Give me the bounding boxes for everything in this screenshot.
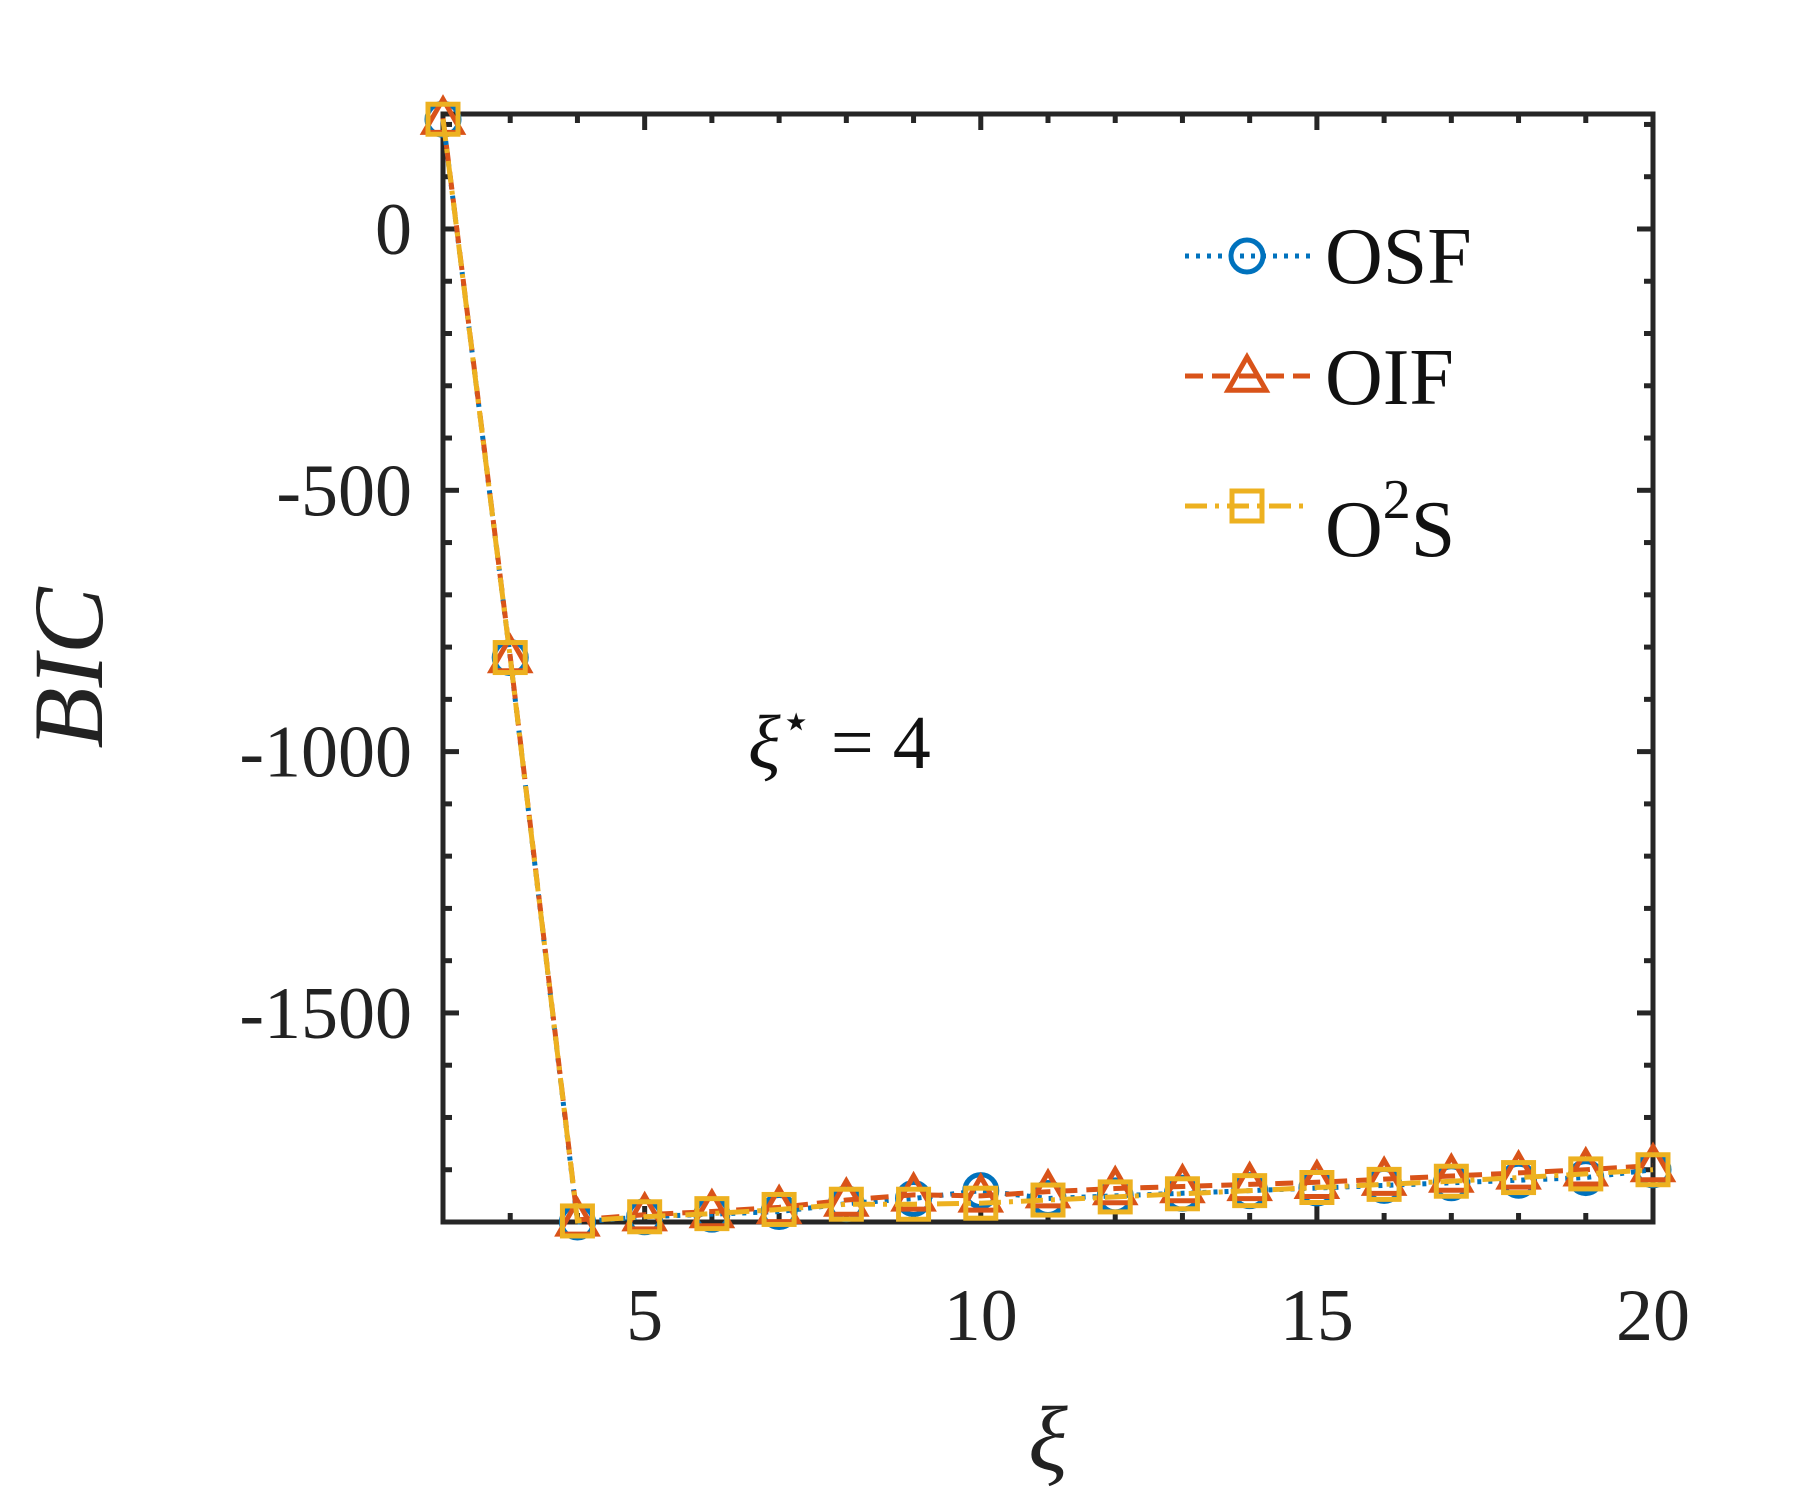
series-point-2	[425, 101, 461, 137]
series-point-2	[559, 1203, 595, 1239]
legend-marker-shape-1	[1223, 351, 1271, 393]
series-point-1	[755, 1183, 803, 1225]
series-point-2	[828, 1186, 864, 1222]
series-point-1	[1495, 1148, 1542, 1190]
legend-marker-osf	[1228, 237, 1266, 275]
series-point-2	[492, 640, 528, 676]
annotation-rest: = 4	[812, 701, 931, 785]
series-point-1	[1629, 1141, 1677, 1183]
legend-label-osf: OSF	[1325, 213, 1472, 301]
series-2	[425, 101, 1671, 1239]
series-point-2	[1635, 1152, 1671, 1188]
series-point-2	[1030, 1182, 1066, 1218]
series-point-1	[1562, 1145, 1610, 1187]
series-point-1	[890, 1170, 937, 1212]
x-tick-labels: 5 10 15 20	[626, 1275, 1690, 1357]
legend-marker-oif	[1223, 351, 1271, 393]
legend-marker-shape-2	[1229, 488, 1265, 524]
series-point-1	[621, 1190, 668, 1232]
series-point-2	[1299, 1170, 1335, 1206]
y-tick-label: -1000	[239, 712, 412, 794]
series-point-1	[1091, 1164, 1139, 1206]
y-tick-label: -1500	[239, 973, 412, 1055]
legend-entry-o2s: O2S	[1185, 469, 1455, 574]
series-point-1	[1293, 1158, 1341, 1200]
legend-marker-shape-0	[1228, 237, 1266, 275]
y-axis-title: BIC	[13, 586, 124, 748]
series-point-2	[694, 1196, 730, 1232]
x-axis-title: ξ	[1028, 1388, 1068, 1490]
series-point-1	[1226, 1160, 1273, 1202]
legend-marker-o2s	[1229, 488, 1265, 524]
series-point-2	[1568, 1156, 1604, 1192]
x-tick-label: 20	[1616, 1275, 1690, 1357]
series-point-2	[1164, 1176, 1200, 1212]
legend: OSF OIF O2S	[1185, 213, 1472, 574]
series-point-2	[1366, 1166, 1402, 1202]
x-tick-label: 10	[944, 1275, 1018, 1357]
legend-label-o2s: O2S	[1325, 469, 1455, 574]
legend-label-o2s-sup: 2	[1383, 469, 1411, 531]
series-point-1	[1428, 1151, 1475, 1193]
series-1	[419, 94, 1677, 1237]
series-point-2	[1097, 1179, 1133, 1215]
series-point-2	[627, 1199, 663, 1235]
legend-label-o2s-rest: S	[1411, 486, 1456, 574]
legend-entry-oif: OIF	[1185, 334, 1454, 422]
series-point-2	[1433, 1163, 1469, 1199]
legend-entry-osf: OSF	[1185, 213, 1472, 301]
legend-label-o2s-base: O	[1325, 486, 1383, 574]
series-point-1	[1159, 1162, 1206, 1204]
series-line-2	[440, 118, 1654, 1224]
series-point-1	[957, 1171, 1005, 1213]
series-point-2	[963, 1185, 999, 1221]
annotation-sup: ⋆	[781, 693, 812, 749]
x-tick-label: 5	[626, 1275, 663, 1357]
series-point-1	[1024, 1167, 1072, 1209]
annotation-base: ξ	[748, 701, 781, 785]
series-point-2	[1501, 1160, 1537, 1196]
x-tick-label: 15	[1280, 1275, 1354, 1357]
optimal-xi-annotation: ξ⋆ = 4	[748, 693, 931, 785]
y-tick-label: -500	[276, 450, 412, 532]
series-point-2	[1232, 1173, 1268, 1209]
series-point-2	[896, 1186, 932, 1222]
legend-label-oif: OIF	[1325, 334, 1454, 422]
series-point-1	[1360, 1155, 1408, 1196]
series-point-2	[761, 1191, 797, 1227]
y-tick-labels: 0 -500 -1000 -1500	[239, 189, 412, 1055]
series-point-1	[688, 1187, 736, 1229]
series-point-1	[823, 1176, 870, 1217]
series-layer	[419, 94, 1677, 1241]
y-tick-label: 0	[375, 189, 412, 271]
